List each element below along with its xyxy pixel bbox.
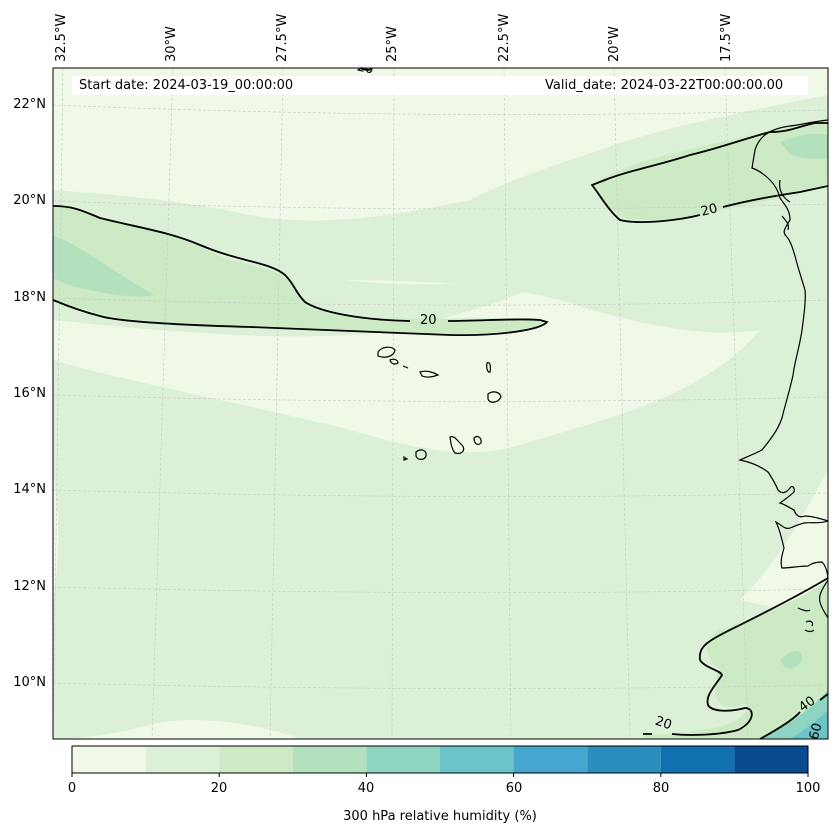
colorbar-tick-80: 80 <box>652 781 670 796</box>
island-fogo <box>415 449 427 460</box>
rh-fill-30-40-southeast <box>780 650 803 669</box>
lat-label-16n: 16°N <box>13 386 46 401</box>
colorbar-segment <box>292 746 367 773</box>
colorbar-segment <box>734 746 808 773</box>
lon-label-30w: 30°W <box>164 26 179 62</box>
colorbar-segment <box>145 746 220 773</box>
island-santa-luzia <box>402 365 409 369</box>
contour-label-west: 20 <box>420 313 437 328</box>
lon-label-27-5w: 27.5°W <box>275 13 290 62</box>
lat-label-12n: 12°N <box>13 579 46 594</box>
island-boa-vista <box>487 391 502 403</box>
lon-label-20w: 20°W <box>607 26 622 62</box>
colorbar-label: 300 hPa relative humidity (%) <box>343 809 537 824</box>
contour-20-northeast <box>590 122 828 223</box>
island-sal <box>486 361 491 373</box>
rh-fill-30-40-west <box>53 235 155 297</box>
colorbar-segment <box>219 746 293 773</box>
island-santo-antao <box>377 346 396 358</box>
colorbar-tick-100: 100 <box>795 781 821 796</box>
map-plot-area <box>53 68 828 739</box>
valid-date-label: Valid_date: 2024-03-22T00:00:00.00 <box>545 78 784 93</box>
start-date-label: Start date: 2024-03-19_00:00:00 <box>79 78 294 93</box>
lat-label-10n: 10°N <box>13 675 46 690</box>
island-maio <box>473 436 482 445</box>
lat-label-22n: 22°N <box>13 97 46 112</box>
colorbar <box>72 746 808 773</box>
lon-label-17-5w: 17.5°W <box>719 13 734 62</box>
colorbar-segment <box>440 746 514 773</box>
coastline-dakar-peninsula <box>778 179 791 231</box>
contour-40-southeast <box>759 693 828 739</box>
contour-lines <box>53 68 828 739</box>
island-sao-nicolau <box>419 370 440 378</box>
colorbar-segment <box>660 746 735 773</box>
rh-fill-10-20-upper <box>455 95 828 220</box>
lon-label-22-5w: 22.5°W <box>497 13 512 62</box>
island-santiago <box>449 436 465 455</box>
lat-label-14n: 14°N <box>13 482 46 497</box>
contour-20-west <box>53 205 549 337</box>
island-sao-vicente <box>389 358 399 365</box>
colorbar-segment <box>72 746 146 773</box>
island-brava <box>403 455 409 461</box>
colorbar-tick-20: 20 <box>210 781 228 796</box>
contour-20-southeast <box>643 577 828 736</box>
coastline-guinea-detail <box>797 607 815 633</box>
lon-label-32-5w: 32.5°W <box>54 13 69 62</box>
rh-fill-20-30-northeast <box>592 122 828 220</box>
rh-fill-30-40-northeast <box>780 133 828 159</box>
west-africa-coastline <box>738 119 828 633</box>
coastline-mauritania-senegal <box>738 119 828 619</box>
header-box <box>72 76 808 95</box>
colorbar-tick-60: 60 <box>505 781 523 796</box>
colorbar-segment <box>366 746 440 773</box>
map-frame <box>52 67 829 740</box>
rh-fill-20-30-southeast <box>643 580 828 739</box>
graticule <box>53 68 828 739</box>
colorbar-tick-40: 40 <box>357 781 375 796</box>
cape-verde-islands <box>377 346 502 461</box>
colorbar-segment <box>513 746 588 773</box>
colorbar-tick-marks <box>71 773 809 777</box>
rh-fill-20-30-west <box>53 206 545 334</box>
lat-label-20n: 20°N <box>13 193 46 208</box>
lat-label-18n: 18°N <box>13 290 46 305</box>
colorbar-tick-0: 0 <box>67 781 77 796</box>
colorbar-frame <box>71 745 809 774</box>
lon-label-25w: 25°W <box>385 26 400 62</box>
rh-fill-50-60 <box>790 710 828 739</box>
colorbar-segment <box>587 746 661 773</box>
